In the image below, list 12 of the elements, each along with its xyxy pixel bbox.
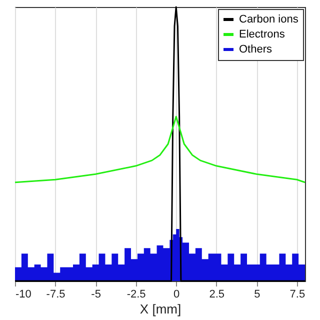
x-tick-label: -5 [91, 288, 101, 300]
x-tick-label: -2.5 [126, 288, 146, 300]
x-tick-label: 7.5 [290, 288, 306, 300]
x-tick-label: 2.5 [209, 288, 225, 300]
x-tick-label: -7.5 [46, 288, 66, 300]
x-tick-label: 0 [174, 288, 180, 300]
legend-label: Electrons [239, 28, 286, 40]
x-tick-label: 5 [254, 288, 260, 300]
legend-label: Carbon ions [239, 14, 299, 26]
x-tick-label: -10 [16, 288, 32, 300]
x-axis-title: X [mm] [140, 302, 182, 316]
legend-label: Others [239, 44, 273, 56]
